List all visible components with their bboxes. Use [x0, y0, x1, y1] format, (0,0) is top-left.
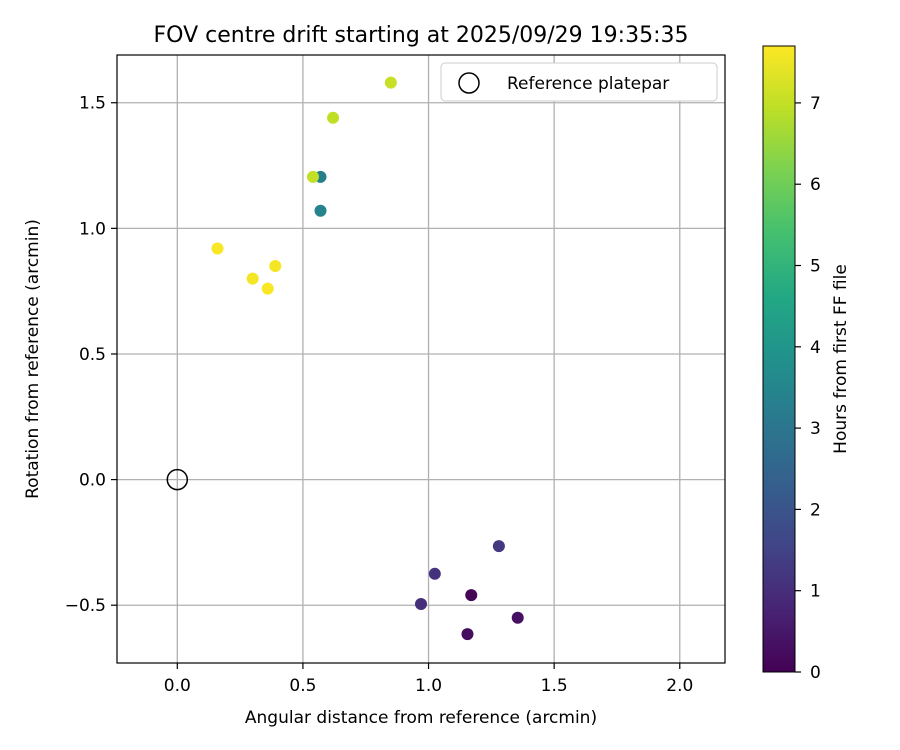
- data-point: [327, 111, 340, 124]
- data-point: [492, 540, 505, 553]
- data-point: [384, 76, 397, 89]
- colorbar-tick-label: 3: [810, 419, 821, 439]
- x-tick-label: 0.0: [164, 676, 191, 696]
- data-point: [211, 242, 224, 255]
- legend-marker-reference: [458, 72, 480, 94]
- colorbar-tick-label: 1: [810, 582, 821, 602]
- y-tick-label: 0.0: [79, 471, 106, 491]
- plot-area-frame: [116, 54, 726, 664]
- data-point: [461, 628, 474, 641]
- y-tick-label: 1.5: [79, 94, 106, 114]
- x-axis-ticks: 0.0 0.5 1.0 1.5 2.0: [164, 663, 693, 696]
- x-tick-label: 0.5: [289, 676, 316, 696]
- data-point: [261, 282, 274, 295]
- legend: Reference platepar: [440, 62, 718, 102]
- y-tick-label: 0.5: [79, 345, 106, 365]
- colorbar-tick-label: 0: [810, 663, 821, 683]
- y-tick-label: −0.5: [65, 596, 106, 616]
- x-tick-label: 1.0: [415, 676, 442, 696]
- colorbar-ticks: 0 1 2 3 4 5 6 7: [795, 94, 821, 683]
- grid: [117, 55, 725, 663]
- colorbar-label: Hours from first FF file: [831, 264, 851, 454]
- legend-box: [440, 62, 718, 102]
- colorbar-tick-label: 7: [810, 94, 821, 114]
- x-tick-label: 2.0: [666, 676, 693, 696]
- x-axis-label: Angular distance from reference (arcmin): [245, 708, 597, 728]
- y-axis-label: Rotation from reference (arcmin): [23, 219, 43, 499]
- reference-platepar-marker: [166, 468, 189, 491]
- data-point: [306, 170, 319, 183]
- data-point: [314, 204, 327, 217]
- data-point: [269, 260, 282, 273]
- chart-title: FOV centre drift starting at 2025/09/29 …: [154, 23, 689, 48]
- data-point: [511, 611, 524, 624]
- y-axis-ticks: −0.5 0.0 0.5 1.0 1.5: [65, 94, 117, 616]
- reference-layer: [166, 468, 189, 491]
- legend-label-reference: Reference platepar: [507, 74, 669, 94]
- data-point: [415, 597, 427, 610]
- colorbar-tick-label: 2: [810, 500, 821, 520]
- y-tick-label: 1.0: [79, 219, 106, 239]
- data-point: [465, 589, 478, 602]
- colorbar-tick-label: 4: [810, 338, 821, 358]
- colorbar-tick-label: 6: [810, 175, 821, 195]
- data-point: [246, 272, 259, 285]
- x-tick-label: 1.5: [541, 676, 568, 696]
- colorbar: [762, 45, 796, 673]
- data-points: [211, 76, 524, 641]
- data-point: [428, 567, 441, 580]
- colorbar-tick-label: 5: [810, 257, 821, 277]
